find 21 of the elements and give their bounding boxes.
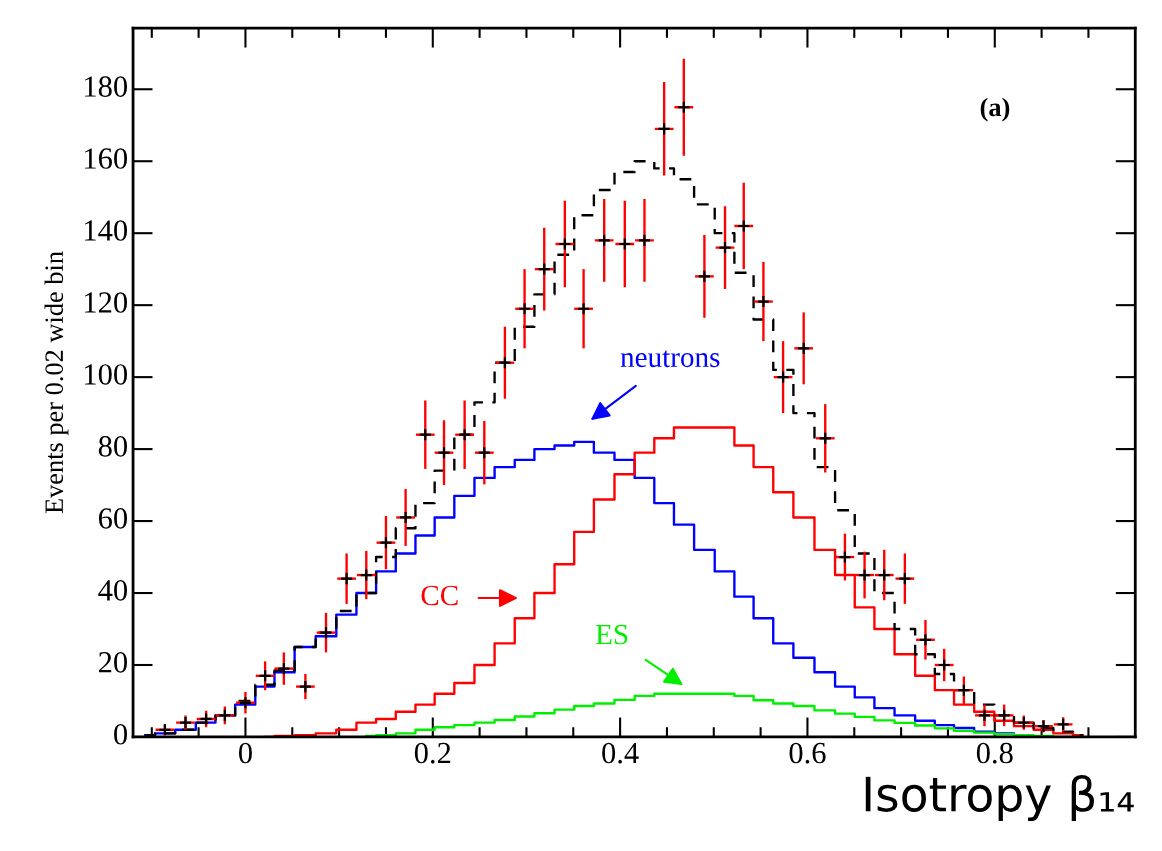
y-tick-label: 180	[85, 76, 128, 97]
y-tick-label: 60	[98, 508, 128, 529]
x-tick-label: 0.4	[602, 742, 639, 764]
y-tick-label: 160	[85, 148, 128, 169]
y-tick-label: 20	[98, 652, 128, 673]
y-axis-title: Events per 0.02 wide bin	[44, 251, 69, 514]
y-tick-label: 80	[98, 436, 128, 457]
annotation: (a)	[980, 97, 1010, 122]
annotation: CC	[421, 585, 458, 606]
x-tick-label: 0.8	[976, 742, 1013, 764]
x-axis-title: Isotropy β₁₄	[865, 775, 1134, 822]
x-tick-label: 0	[238, 742, 252, 764]
x-tick-label: 0.2	[414, 742, 451, 764]
y-tick-label: 100	[85, 364, 128, 385]
y-tick-label: 0	[114, 723, 128, 745]
annotation: neutrons	[620, 350, 720, 368]
y-tick-label: 120	[85, 292, 128, 313]
y-tick-label: 140	[85, 220, 128, 241]
x-tick-label: 0.6	[789, 742, 826, 764]
annotation: ES	[595, 624, 628, 645]
y-tick-label: 40	[98, 580, 128, 601]
